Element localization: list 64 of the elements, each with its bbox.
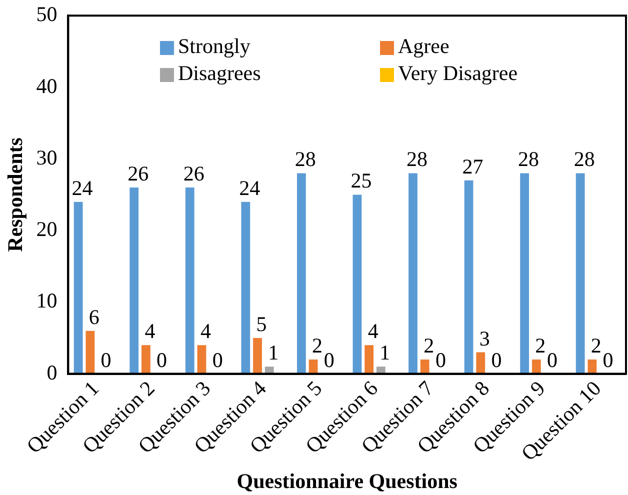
bar xyxy=(253,338,262,374)
y-tick-label: 10 xyxy=(36,288,58,313)
legend-label: Agree xyxy=(397,34,450,59)
data-label: 1 xyxy=(380,340,390,365)
y-tick-label: 20 xyxy=(36,217,58,242)
data-label: 25 xyxy=(350,168,372,193)
bar xyxy=(520,173,529,374)
bar xyxy=(476,352,486,374)
bar xyxy=(86,330,95,374)
data-label: 28 xyxy=(294,147,316,172)
data-label: 4 xyxy=(200,319,212,344)
data-label: 26 xyxy=(128,162,149,186)
legend-label: Strongly xyxy=(177,34,252,59)
bar xyxy=(308,359,318,374)
bar xyxy=(576,173,585,374)
legend-label: Disagrees xyxy=(177,61,262,86)
data-label: 0 xyxy=(212,348,223,372)
bar xyxy=(408,173,418,374)
data-label: 6 xyxy=(88,304,100,329)
legend-label: Very Disagree xyxy=(397,61,519,86)
data-label: 1 xyxy=(268,340,279,365)
data-label: 2 xyxy=(535,333,546,358)
data-label: 4 xyxy=(144,319,156,344)
data-label: 0 xyxy=(156,348,168,372)
bar xyxy=(142,345,150,374)
bar xyxy=(464,180,474,374)
bar xyxy=(264,366,274,374)
data-label: 2 xyxy=(312,333,323,358)
data-label: 0 xyxy=(547,348,558,372)
data-label: 24 xyxy=(239,176,261,200)
bar xyxy=(241,202,250,374)
data-label: 0 xyxy=(100,348,112,372)
data-label: 2 xyxy=(590,333,602,358)
bar xyxy=(130,188,139,374)
bar xyxy=(185,188,194,374)
data-label: 27 xyxy=(462,154,484,178)
data-label: 0 xyxy=(491,348,502,372)
bar xyxy=(532,359,541,374)
data-label: 0 xyxy=(435,348,446,372)
y-tick-label: 50 xyxy=(36,2,58,26)
data-label: 24 xyxy=(72,176,94,200)
y-tick-label: 0 xyxy=(46,360,58,384)
data-label: 0 xyxy=(602,348,614,372)
data-label: 4 xyxy=(368,319,379,344)
bar xyxy=(588,359,597,374)
bar xyxy=(352,194,362,374)
bar xyxy=(376,366,386,374)
data-label: 3 xyxy=(479,326,490,350)
y-tick-label: 40 xyxy=(36,74,58,98)
data-label: 28 xyxy=(518,147,540,172)
x-axis-title: Questionnaire Questions xyxy=(236,468,458,493)
bar xyxy=(420,359,430,374)
data-label: 2 xyxy=(424,333,434,358)
bar xyxy=(296,173,306,374)
data-label: 5 xyxy=(256,312,267,336)
data-label: 0 xyxy=(324,348,334,372)
bar xyxy=(364,345,374,374)
bar xyxy=(197,345,206,374)
data-label: 26 xyxy=(183,162,204,186)
data-label: 28 xyxy=(574,147,595,172)
y-tick-label: 30 xyxy=(36,145,58,170)
bar xyxy=(74,202,83,374)
y-axis-title: Respondents xyxy=(3,138,28,252)
data-label: 28 xyxy=(406,147,428,172)
